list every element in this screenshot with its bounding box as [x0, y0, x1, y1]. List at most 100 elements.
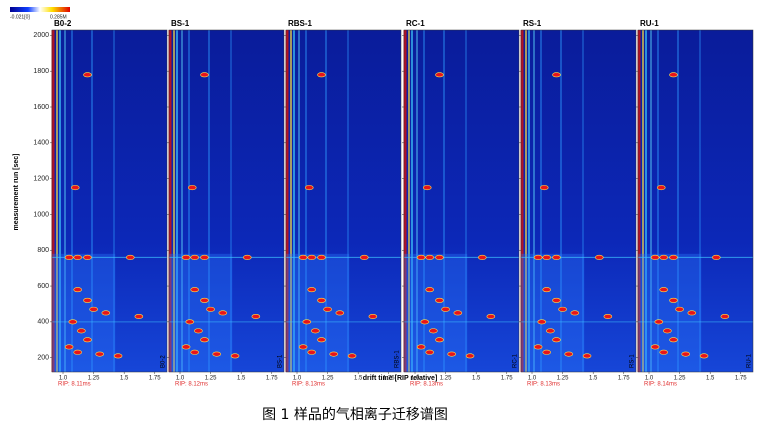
panel-title: RS-1 [523, 19, 542, 28]
peak [101, 310, 111, 316]
panel-background [404, 30, 519, 372]
peak [185, 319, 195, 325]
peak [64, 254, 74, 260]
peak [435, 72, 444, 78]
peak [317, 337, 326, 343]
panel-title: RBS-1 [288, 19, 313, 28]
peak [675, 306, 684, 312]
panel-background [638, 30, 753, 372]
peak [656, 185, 666, 191]
peak [669, 337, 678, 343]
y-tick-label: 200 [37, 355, 49, 362]
panel-title: BS-1 [171, 19, 190, 28]
peak [663, 328, 672, 334]
panel-frame [285, 29, 402, 373]
peak [650, 344, 660, 350]
peak [425, 254, 434, 260]
panel-background [52, 30, 167, 372]
peak [453, 310, 463, 316]
peak [422, 185, 432, 191]
y-tick-label: 400 [37, 319, 49, 326]
peak [190, 287, 199, 293]
x-tick-label: 1.0 [293, 376, 302, 382]
peak [582, 353, 592, 359]
peak [200, 337, 209, 343]
peak [206, 306, 215, 312]
peak [83, 72, 92, 78]
peak [650, 254, 660, 260]
peak [64, 344, 74, 350]
peak [68, 319, 78, 325]
peak [465, 353, 475, 359]
peak [552, 337, 561, 343]
peak [134, 313, 144, 319]
peak [669, 297, 678, 303]
peak [425, 349, 434, 355]
y-axis-label: measurement run [sec] [13, 153, 20, 230]
x-tick-label: 1.0 [59, 376, 68, 382]
panel-frame [403, 29, 520, 373]
peak [77, 328, 86, 334]
x-tick-label: 1.75 [266, 376, 278, 382]
panel-frame [168, 29, 285, 373]
peak [542, 254, 551, 260]
y-tick-label: 1000 [33, 211, 49, 218]
peak [687, 310, 697, 316]
x-tick-label: 1.75 [618, 376, 630, 382]
peak [429, 328, 438, 334]
peak [359, 254, 369, 260]
peak [558, 306, 567, 312]
rip-label: RIP: 8.13ms [527, 382, 560, 388]
peak [200, 297, 209, 303]
peak [113, 353, 123, 359]
x-tick-label: 1.0 [411, 376, 420, 382]
x-tick-label: 1.5 [354, 376, 363, 382]
peak [477, 254, 487, 260]
peak [435, 254, 444, 260]
panel-title: B0-2 [54, 19, 72, 28]
peak [311, 328, 320, 334]
x-tick-label: 1.5 [472, 376, 481, 382]
panel-frame [51, 29, 168, 373]
rip-label: RIP: 8.11ms [58, 382, 91, 388]
panel-frame [637, 29, 754, 373]
x-tick-label: 1.5 [120, 376, 129, 382]
peak [711, 254, 721, 260]
panel-title: RU-1 [640, 19, 659, 28]
peak [212, 351, 222, 357]
peak [681, 351, 691, 357]
x-tick-label: 1.25 [674, 376, 686, 382]
rip-label: RIP: 8.12ms [175, 382, 208, 388]
peak [251, 313, 261, 319]
x-axis-label: drift time [RIP relative] [363, 375, 438, 382]
peak [533, 344, 543, 350]
side-label: RBS-1 [395, 350, 401, 368]
caption: 图 1 样品的气相离子迁移谱图 [262, 406, 448, 423]
peak [486, 313, 496, 319]
peak [539, 185, 549, 191]
peak [307, 254, 316, 260]
side-label: BS-1 [278, 354, 284, 368]
panel-background [521, 30, 636, 372]
rip-label: RIP: 8.14ms [644, 382, 677, 388]
y-tick-label: 1400 [33, 140, 49, 147]
peak [89, 306, 98, 312]
x-tick-label: 1.25 [322, 376, 334, 382]
y-tick-label: 1600 [33, 104, 49, 111]
y-tick-label: 2000 [33, 32, 49, 39]
colorbar-max: 0.285M [50, 14, 67, 20]
peak [347, 353, 357, 359]
peak [323, 306, 332, 312]
peak [720, 313, 730, 319]
y-tick-label: 1200 [33, 175, 49, 182]
colorbar [10, 7, 70, 12]
x-tick-label: 1.0 [645, 376, 654, 382]
panel-background [169, 30, 284, 372]
peak [190, 254, 199, 260]
peak [416, 344, 426, 350]
peak [659, 287, 668, 293]
peak [242, 254, 252, 260]
peak [95, 351, 105, 357]
peak [416, 254, 426, 260]
peak [420, 319, 430, 325]
